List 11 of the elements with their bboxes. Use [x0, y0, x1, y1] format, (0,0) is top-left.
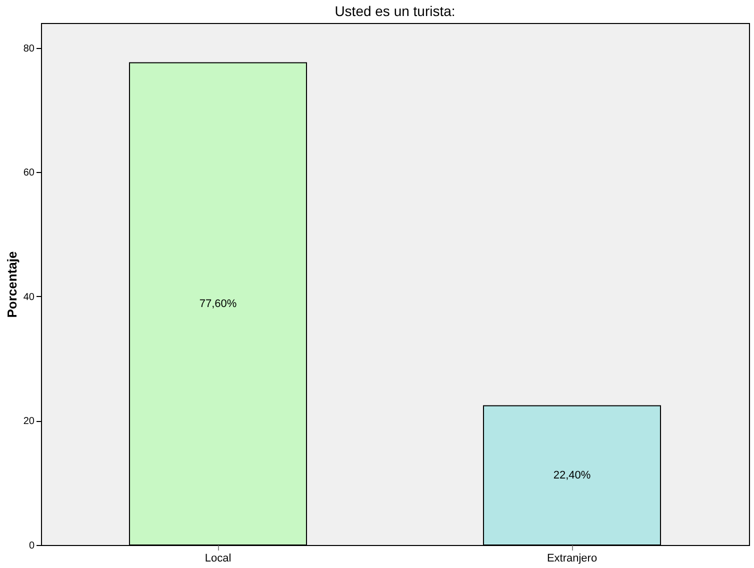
y-tick-label: 40	[23, 292, 35, 303]
x-tick-label: Local	[204, 552, 232, 564]
data-label: 77,60%	[199, 298, 237, 310]
y-axis-title: Porcentaje	[4, 251, 20, 318]
y-tick-label: 80	[23, 43, 35, 54]
y-tick-label: 60	[23, 168, 35, 179]
y-tick-label: 0	[28, 540, 35, 552]
chart-title: Usted es un turista:	[334, 3, 456, 19]
x-tick-label: Extranjero	[546, 552, 598, 564]
data-label: 22,40%	[553, 469, 591, 482]
y-tick-label: 20	[23, 416, 35, 428]
